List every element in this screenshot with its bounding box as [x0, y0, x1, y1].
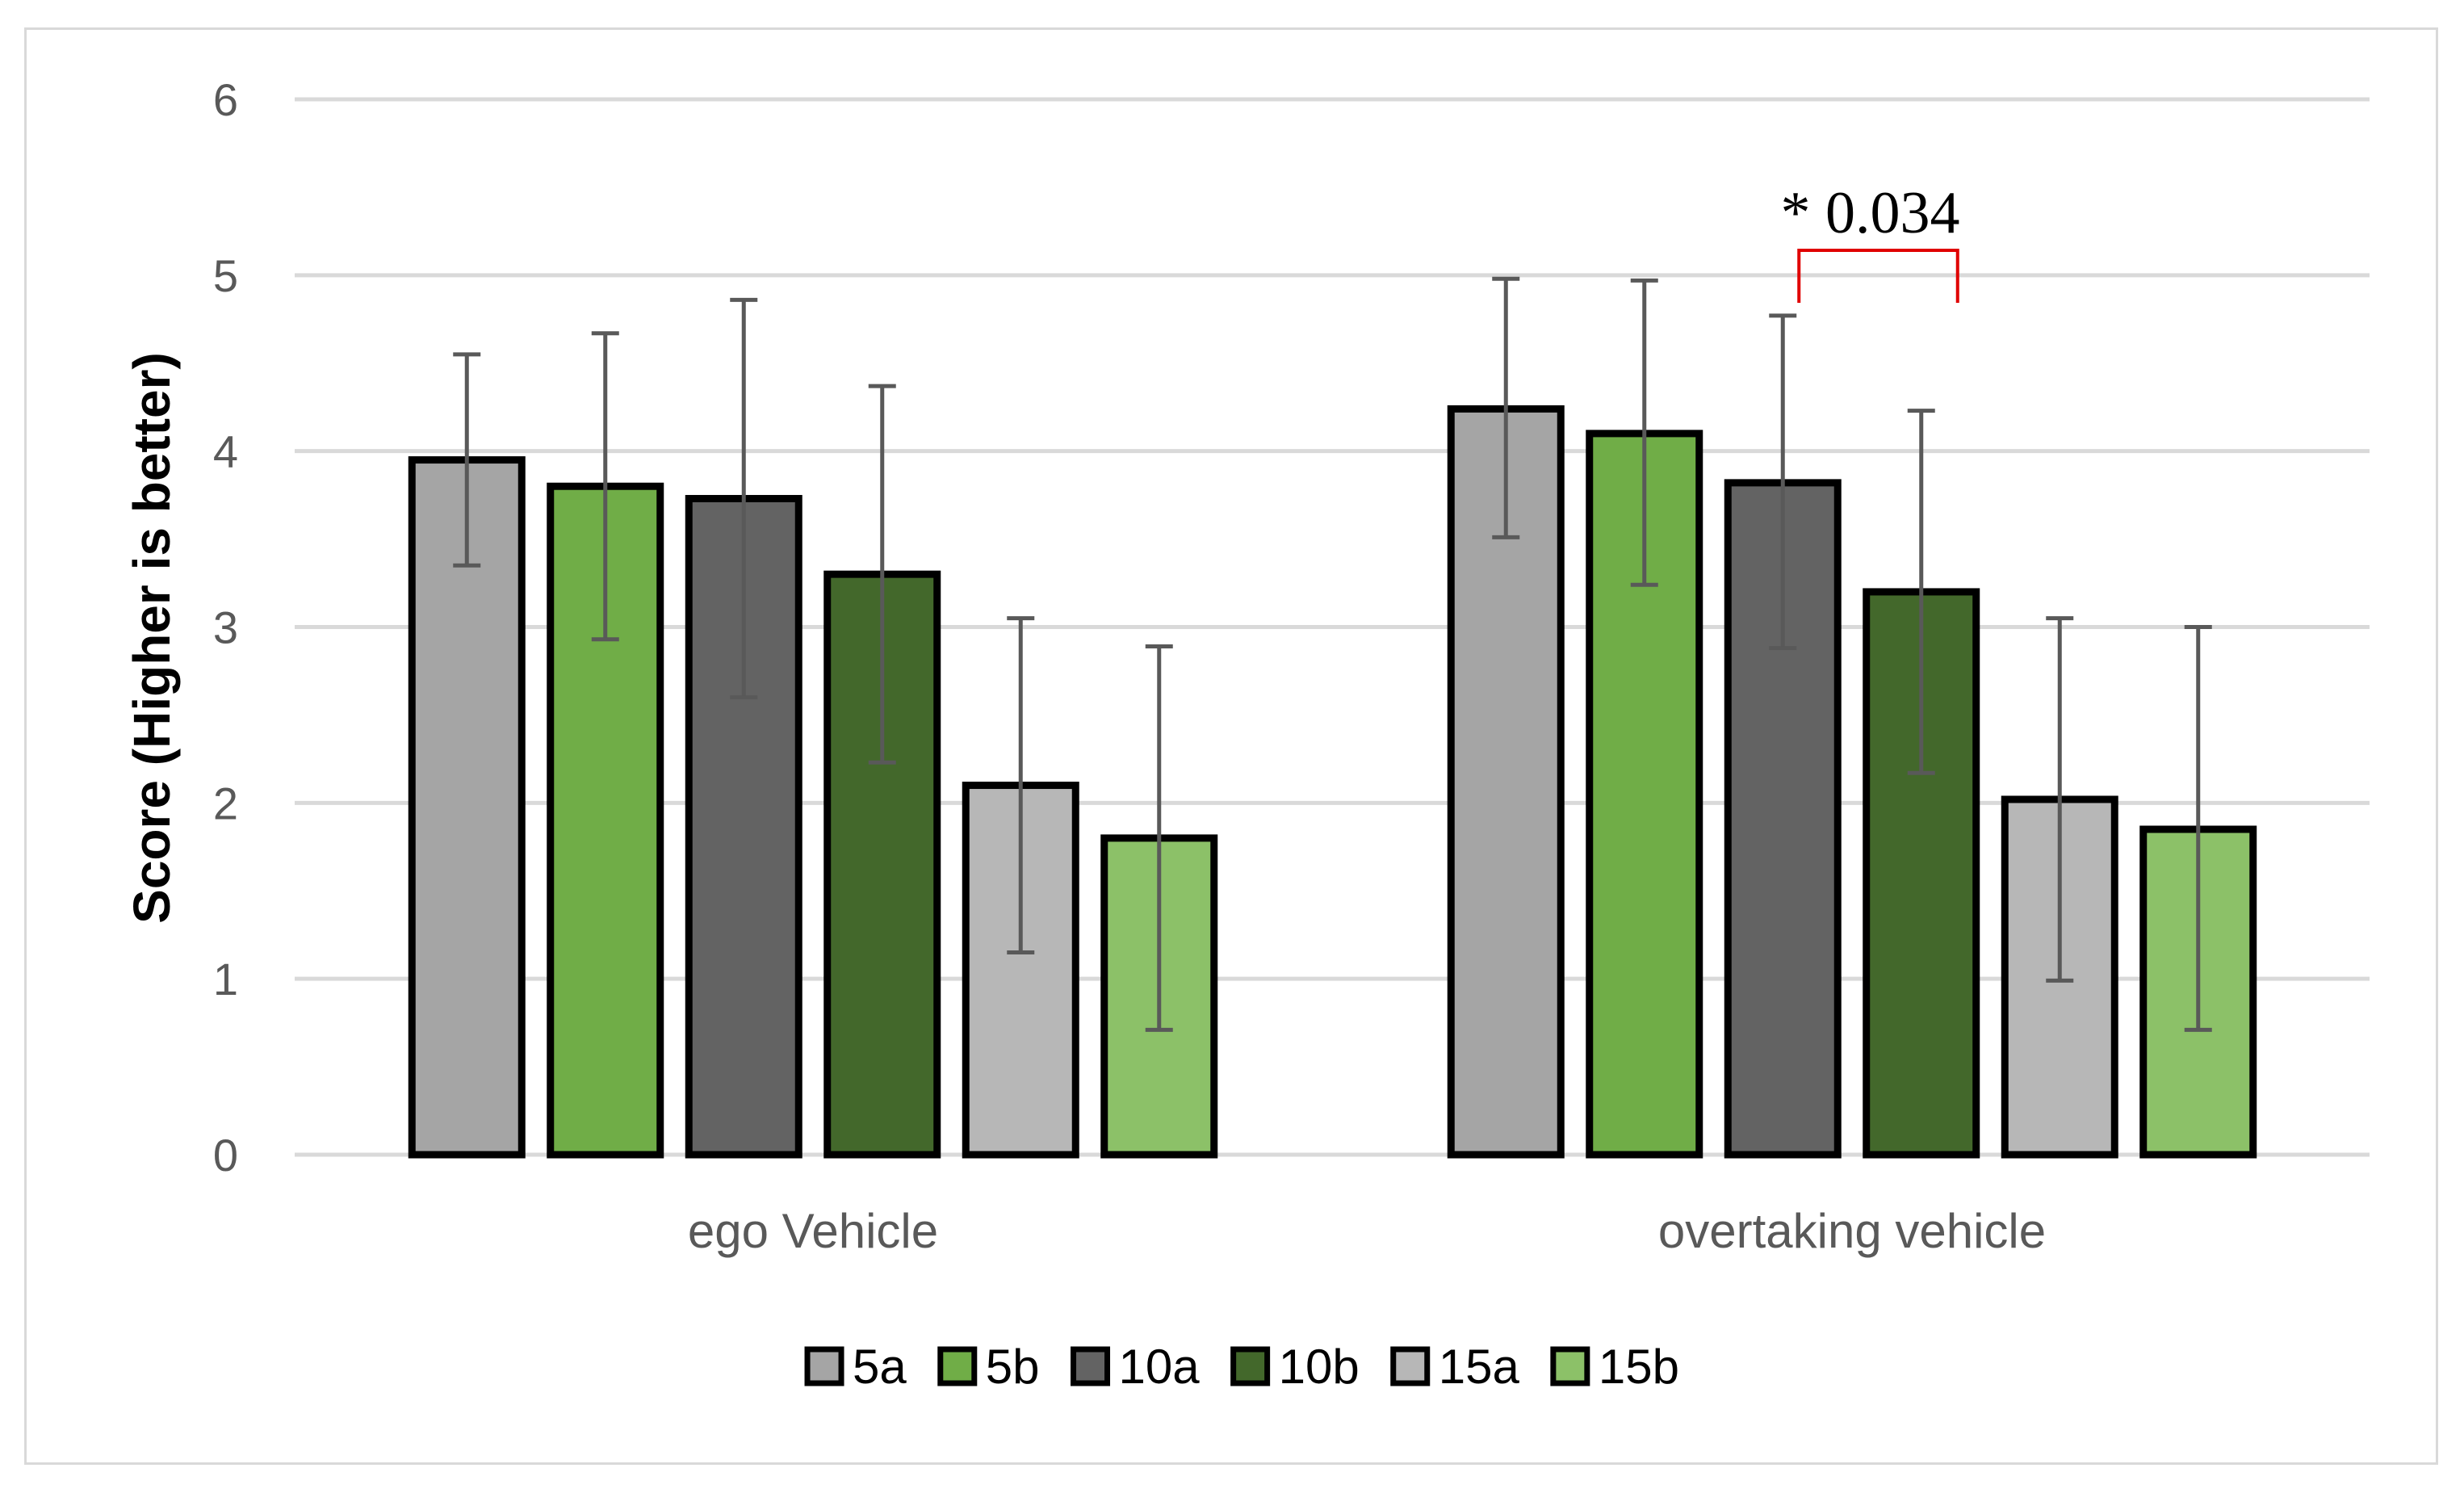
legend-swatch-10a: [1071, 1346, 1111, 1386]
legend-item-10b: 10b: [1230, 1340, 1360, 1394]
error-bar-ego-vehicle-10a: [730, 297, 758, 700]
legend-swatch-5b: [937, 1346, 978, 1386]
legend-label-10a: 10a: [1119, 1340, 1201, 1394]
error-bar-ego-vehicle-5a: [453, 352, 481, 568]
y-axis-title: Score (Higher is better): [123, 352, 181, 924]
y-tick-label-3: 3: [213, 602, 238, 653]
y-tick-label-0: 0: [213, 1130, 238, 1181]
error-bar-overtaking-vehicle-10b: [1907, 409, 1935, 775]
x-category-label-overtaking-vehicle: overtaking vehicle: [1658, 1204, 2046, 1258]
error-bar-overtaking-vehicle-15b: [2184, 625, 2212, 1032]
legend-label-15b: 15b: [1599, 1340, 1679, 1394]
error-bar-ego-vehicle-5b: [591, 331, 619, 642]
y-tick-label-1: 1: [213, 954, 238, 1005]
legend-swatch-15a: [1390, 1346, 1431, 1386]
bars: [408, 405, 2257, 1159]
error-bar-overtaking-vehicle-5b: [1630, 278, 1658, 587]
y-tick-label-5: 5: [213, 250, 238, 301]
significance-bracket: [1797, 249, 1959, 303]
legend-label-15a: 15a: [1439, 1340, 1520, 1394]
significance-annotation-0: * 0.034: [1781, 180, 1960, 303]
error-bar-overtaking-vehicle-10a: [1769, 313, 1797, 651]
error-bar-ego-vehicle-10b: [868, 384, 896, 765]
legend-swatch-15b: [1550, 1346, 1590, 1386]
legend-item-10a: 10a: [1071, 1340, 1201, 1394]
significance-label: * 0.034: [1781, 180, 1960, 246]
error-bar-overtaking-vehicle-5a: [1492, 276, 1520, 539]
legend-item-5b: 5b: [937, 1340, 1040, 1394]
legend-label-5a: 5a: [853, 1340, 907, 1394]
legend-swatch-5a: [804, 1346, 844, 1386]
y-tick-label-2: 2: [213, 778, 238, 828]
bar-overtaking-vehicle-5a: [1447, 405, 1565, 1159]
error-bar-overtaking-vehicle-15a: [2046, 616, 2074, 983]
error-bars: [453, 276, 2212, 1032]
y-tick-label-6: 6: [213, 74, 238, 125]
legend-item-5a: 5a: [804, 1340, 907, 1394]
legend-item-15b: 15b: [1550, 1340, 1679, 1394]
axis-labels: 0 1 2 3 4 5 6 ego Vehicle overtaking vehicle Scor…: [123, 74, 2046, 1258]
legend-label-5b: 5b: [986, 1340, 1040, 1394]
legend-swatch-10b: [1230, 1346, 1271, 1386]
legend-item-15a: 15a: [1390, 1340, 1520, 1394]
bar-ego-vehicle-5a: [408, 456, 526, 1159]
y-tick-label-4: 4: [213, 426, 238, 477]
legend: 5a 5b 10a 10b 15a 15b: [804, 1340, 1679, 1394]
error-bar-ego-vehicle-15b: [1145, 644, 1173, 1032]
annotations: * 0.034: [1781, 180, 1960, 303]
legend-label-10b: 10b: [1279, 1340, 1360, 1394]
error-bar-ego-vehicle-15a: [1007, 616, 1035, 954]
x-category-label-ego-vehicle: ego Vehicle: [688, 1204, 938, 1258]
